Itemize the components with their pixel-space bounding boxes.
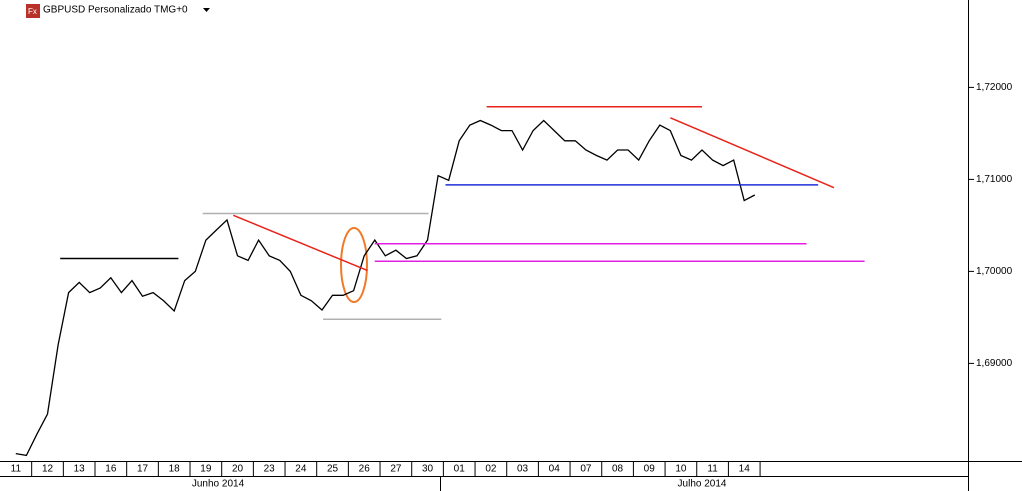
x-tick-label: 17 [137,464,149,475]
month-label: Junho 2014 [192,479,245,490]
x-tick-label: 11 [11,464,22,475]
trend-line [670,117,835,189]
x-tick-label: 24 [295,464,307,475]
x-tick-label: 02 [485,464,497,475]
x-tick-label: 20 [232,464,244,475]
x-tick-label: 27 [390,464,402,475]
x-tick-label: 01 [454,464,466,475]
y-tick-label: 1,71000 [976,174,1013,185]
x-tick-label: 07 [580,464,592,475]
x-tick-label: 10 [675,464,687,475]
x-tick-label: 11 [707,464,718,475]
trend-line [233,214,368,272]
price-line [15,119,756,457]
dropdown-arrow[interactable] [203,8,210,12]
x-tick-label: 25 [327,464,339,475]
y-tick-label: 1,72000 [976,82,1013,93]
symbol-icon-label: Fx [28,7,37,16]
highlight-ellipse [340,227,368,303]
x-tick-label: 26 [359,464,371,475]
month-label: Julho 2014 [678,479,727,490]
x-tick-label: 08 [612,464,624,475]
x-tick-label: 16 [105,464,117,475]
y-tick-label: 1,69000 [976,358,1013,369]
chart-title: GBPUSD Personalizado TMG+0 [43,5,188,16]
x-tick-label: 09 [644,464,656,475]
x-tick-label: 23 [264,464,276,475]
y-tick-label: 1,70000 [976,266,1013,277]
x-tick-label: 30 [422,464,434,475]
x-tick-label: 13 [74,464,86,475]
x-tick-label: 18 [169,464,181,475]
x-tick-label: 03 [517,464,529,475]
symbol-icon [26,4,40,18]
x-tick-label: 04 [549,464,561,475]
x-tick-label: 19 [200,464,212,475]
x-tick-label: 12 [42,464,54,475]
x-tick-label: 14 [739,464,751,475]
